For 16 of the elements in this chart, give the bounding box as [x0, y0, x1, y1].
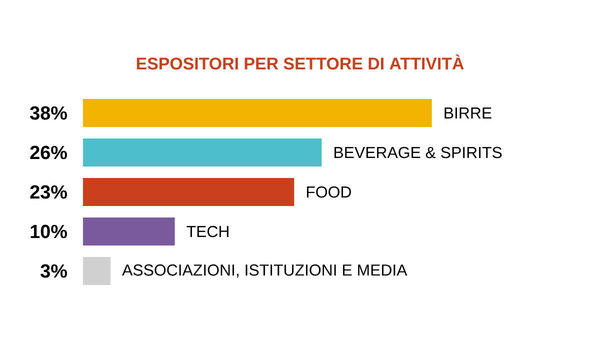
chart-title: ESPOSITORI PER SETTORE DI ATTIVITÀ [136, 54, 464, 70]
y-tick-label: ASSOCIAZIONI, ISTITUZIONI E MEDIA [122, 264, 408, 278]
y-tick-label: BEVERAGE & SPIRITS [334, 146, 502, 158]
bar [83, 218, 175, 246]
data-label: 10% [30, 224, 67, 238]
bar [83, 257, 111, 286]
y-tick-label: FOOD [306, 186, 351, 198]
bar [83, 178, 294, 206]
y-tick-label: BIRRE [444, 108, 492, 118]
bar [83, 99, 432, 127]
data-label: 26% [30, 146, 67, 160]
data-label: 3% [40, 264, 67, 278]
data-label: 23% [30, 185, 67, 199]
y-tick-label: TECH [186, 226, 228, 238]
bar [83, 138, 322, 166]
data-label: 38% [30, 106, 67, 120]
